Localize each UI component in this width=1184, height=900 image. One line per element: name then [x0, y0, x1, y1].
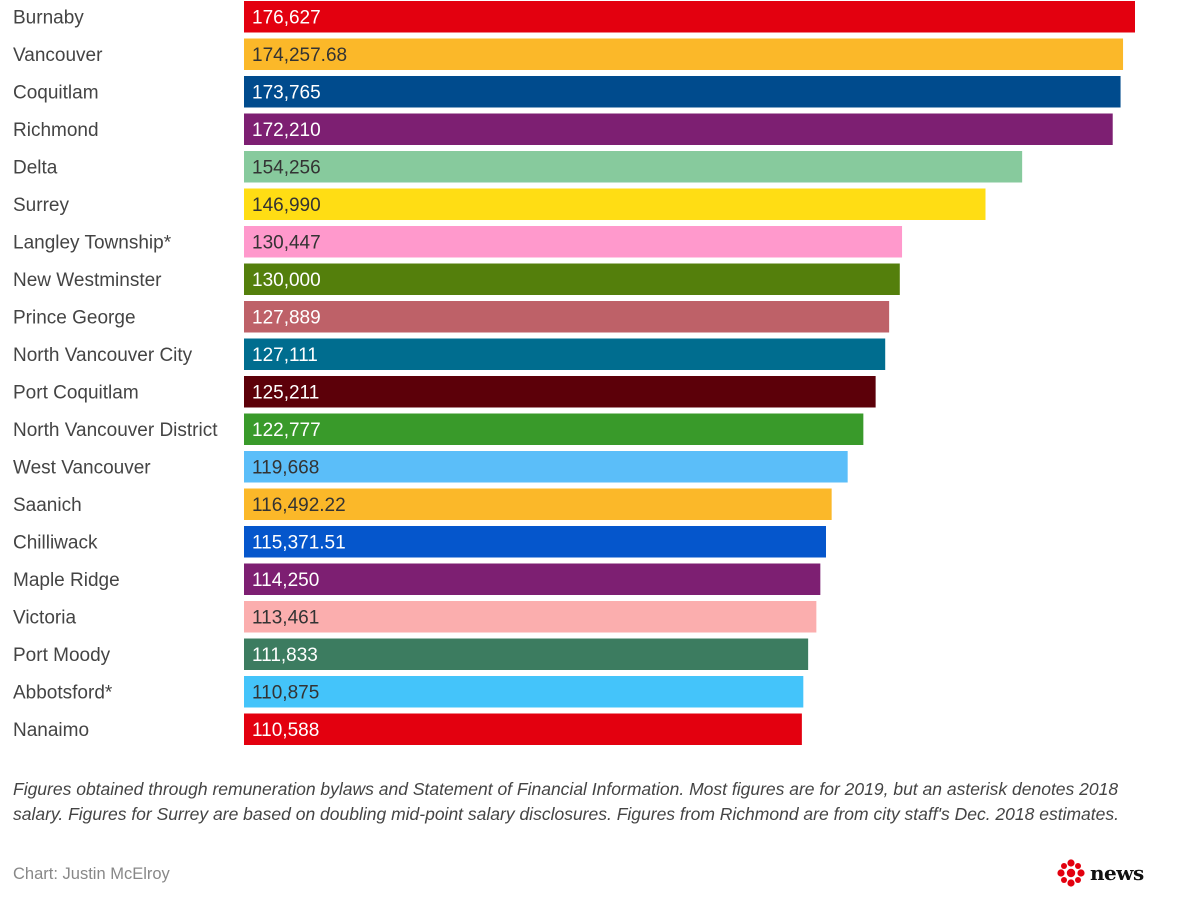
bar: [244, 676, 804, 708]
bar: [244, 226, 903, 258]
category-label: North Vancouver City: [13, 345, 193, 366]
cbc-news-logo: news: [1056, 858, 1144, 888]
category-label: Victoria: [13, 607, 76, 628]
category-label: Langley Township*: [13, 232, 172, 253]
data-label: 130,447: [252, 232, 321, 253]
category-label: New Westminster: [13, 270, 162, 291]
category-label: Chilliwack: [13, 532, 98, 553]
bar: [244, 376, 876, 408]
category-label: Burnaby: [13, 7, 84, 28]
data-label: 146,990: [252, 195, 321, 216]
data-label: 115,371.51: [252, 532, 346, 553]
category-label: Coquitlam: [13, 82, 99, 103]
data-label: 122,777: [252, 420, 321, 441]
cbc-gem-icon: [1057, 859, 1085, 887]
data-label: 119,668: [252, 457, 319, 478]
bar: [244, 113, 1113, 145]
chart-credit: Chart: Justin McElroy: [13, 865, 170, 883]
data-label: 110,588: [252, 720, 319, 741]
bar: [244, 713, 802, 745]
bar: [244, 601, 817, 633]
bar: [244, 638, 809, 670]
chart-footnote: Figures obtained through remuneration by…: [13, 779, 1119, 824]
data-label: 125,211: [252, 382, 319, 403]
category-label: Maple Ridge: [13, 570, 120, 591]
bar: [244, 301, 890, 333]
data-label: 116,492.22: [252, 495, 346, 516]
data-label: 127,111: [252, 345, 318, 366]
bar: [244, 338, 886, 370]
bar: [244, 38, 1124, 70]
category-label: Richmond: [13, 120, 99, 141]
data-label: 111,833: [252, 645, 318, 666]
data-label: 173,765: [252, 82, 321, 103]
bar: [244, 488, 832, 520]
category-label: North Vancouver District: [13, 420, 218, 441]
bar: [244, 188, 986, 220]
category-label: West Vancouver: [13, 457, 151, 478]
data-label: 113,461: [252, 607, 319, 628]
data-label: 127,889: [252, 307, 321, 328]
category-label: Vancouver: [13, 45, 103, 66]
category-label: Delta: [13, 157, 58, 178]
category-label: Port Moody: [13, 645, 111, 666]
data-label: 172,210: [252, 120, 321, 141]
data-label: 174,257.68: [252, 45, 347, 66]
bar: [244, 413, 864, 445]
category-label: Port Coquitlam: [13, 382, 139, 403]
category-label: Nanaimo: [13, 720, 89, 741]
bar: [244, 563, 821, 595]
category-label: Abbotsford*: [13, 682, 113, 703]
bar: [244, 526, 826, 558]
data-label: 110,875: [252, 682, 319, 703]
category-label: Saanich: [13, 495, 82, 516]
data-label: 154,256: [252, 157, 321, 178]
bar: [244, 451, 848, 483]
category-label: Prince George: [13, 307, 136, 328]
data-label: 130,000: [252, 270, 321, 291]
bar: [244, 76, 1121, 108]
bar-chart: Burnaby 176,627 Vancouver 174,257.68 Coquitl…: [13, 1, 1135, 745]
bar: [244, 1, 1135, 33]
category-label: Surrey: [13, 195, 69, 216]
data-label: 114,250: [252, 570, 319, 591]
bar: [244, 151, 1023, 183]
bar: [244, 263, 900, 295]
brand-wordmark: news: [1090, 861, 1144, 885]
data-label: 176,627: [252, 7, 321, 28]
